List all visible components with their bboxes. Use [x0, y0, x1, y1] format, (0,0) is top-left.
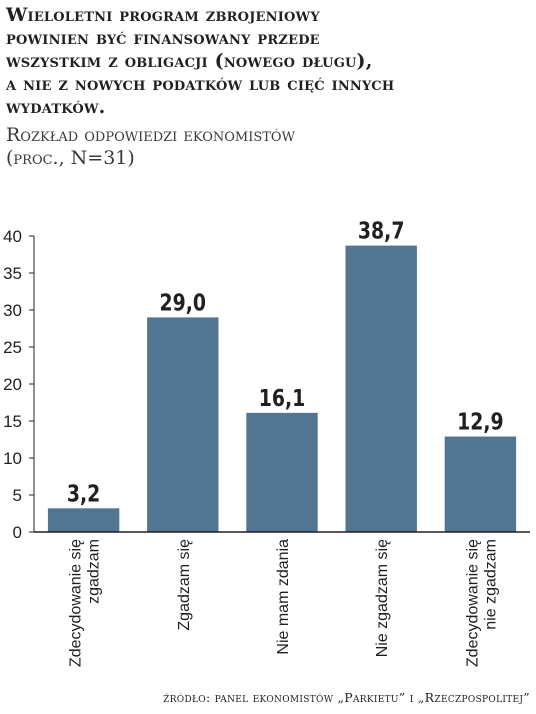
- x-axis-labels: Zdecydowanie się zgadzam Zgadzam się Nie ma…: [68, 539, 500, 667]
- source-note: źródło: panel ekonomistów „Parkietu” i „…: [163, 690, 530, 705]
- bar: [47, 508, 120, 532]
- x-tick-label: Nie zgadzam się: [374, 539, 391, 657]
- x-tick-label: Zdecydowanie się: [464, 539, 481, 667]
- y-tick-label: 40: [3, 227, 22, 246]
- y-tick-label: 15: [3, 412, 22, 431]
- x-tick-label: nie zgadzam: [482, 539, 499, 630]
- y-tick-label: 35: [3, 264, 22, 283]
- x-tick-label: zgadzam: [86, 539, 103, 604]
- bar: [147, 317, 219, 532]
- x-tick-label: Zgadzam się: [176, 539, 193, 631]
- y-axis-ticks: 0 5 10 15 20 25 30 35 40: [3, 227, 34, 542]
- bar: [444, 436, 517, 532]
- value-labels: 3,2 29,0 16,1 38,7 12,9: [67, 217, 504, 507]
- y-tick-label: 25: [3, 338, 22, 357]
- y-tick-label: 0: [13, 523, 22, 542]
- bars: [47, 245, 517, 532]
- value-label: 16,1: [259, 384, 306, 411]
- y-tick-label: 20: [3, 375, 22, 394]
- y-tick-label: 10: [3, 449, 22, 468]
- value-label: 29,0: [160, 289, 207, 316]
- y-tick-label: 5: [13, 486, 22, 505]
- chart-title: Wieloletni program zbrojeniowy powinien …: [6, 4, 395, 118]
- value-label: 12,9: [457, 408, 504, 435]
- value-label: 3,2: [67, 479, 100, 506]
- value-label: 38,7: [358, 217, 405, 244]
- x-tick-label: Nie mam zdania: [275, 539, 292, 655]
- chart-subtitle: Rozkład odpowiedzi ekonomistów (proc., N…: [6, 124, 295, 169]
- bar: [345, 245, 417, 532]
- x-tick-label: Zdecydowanie się: [68, 539, 85, 667]
- bar: [246, 412, 318, 532]
- y-tick-label: 30: [3, 301, 22, 320]
